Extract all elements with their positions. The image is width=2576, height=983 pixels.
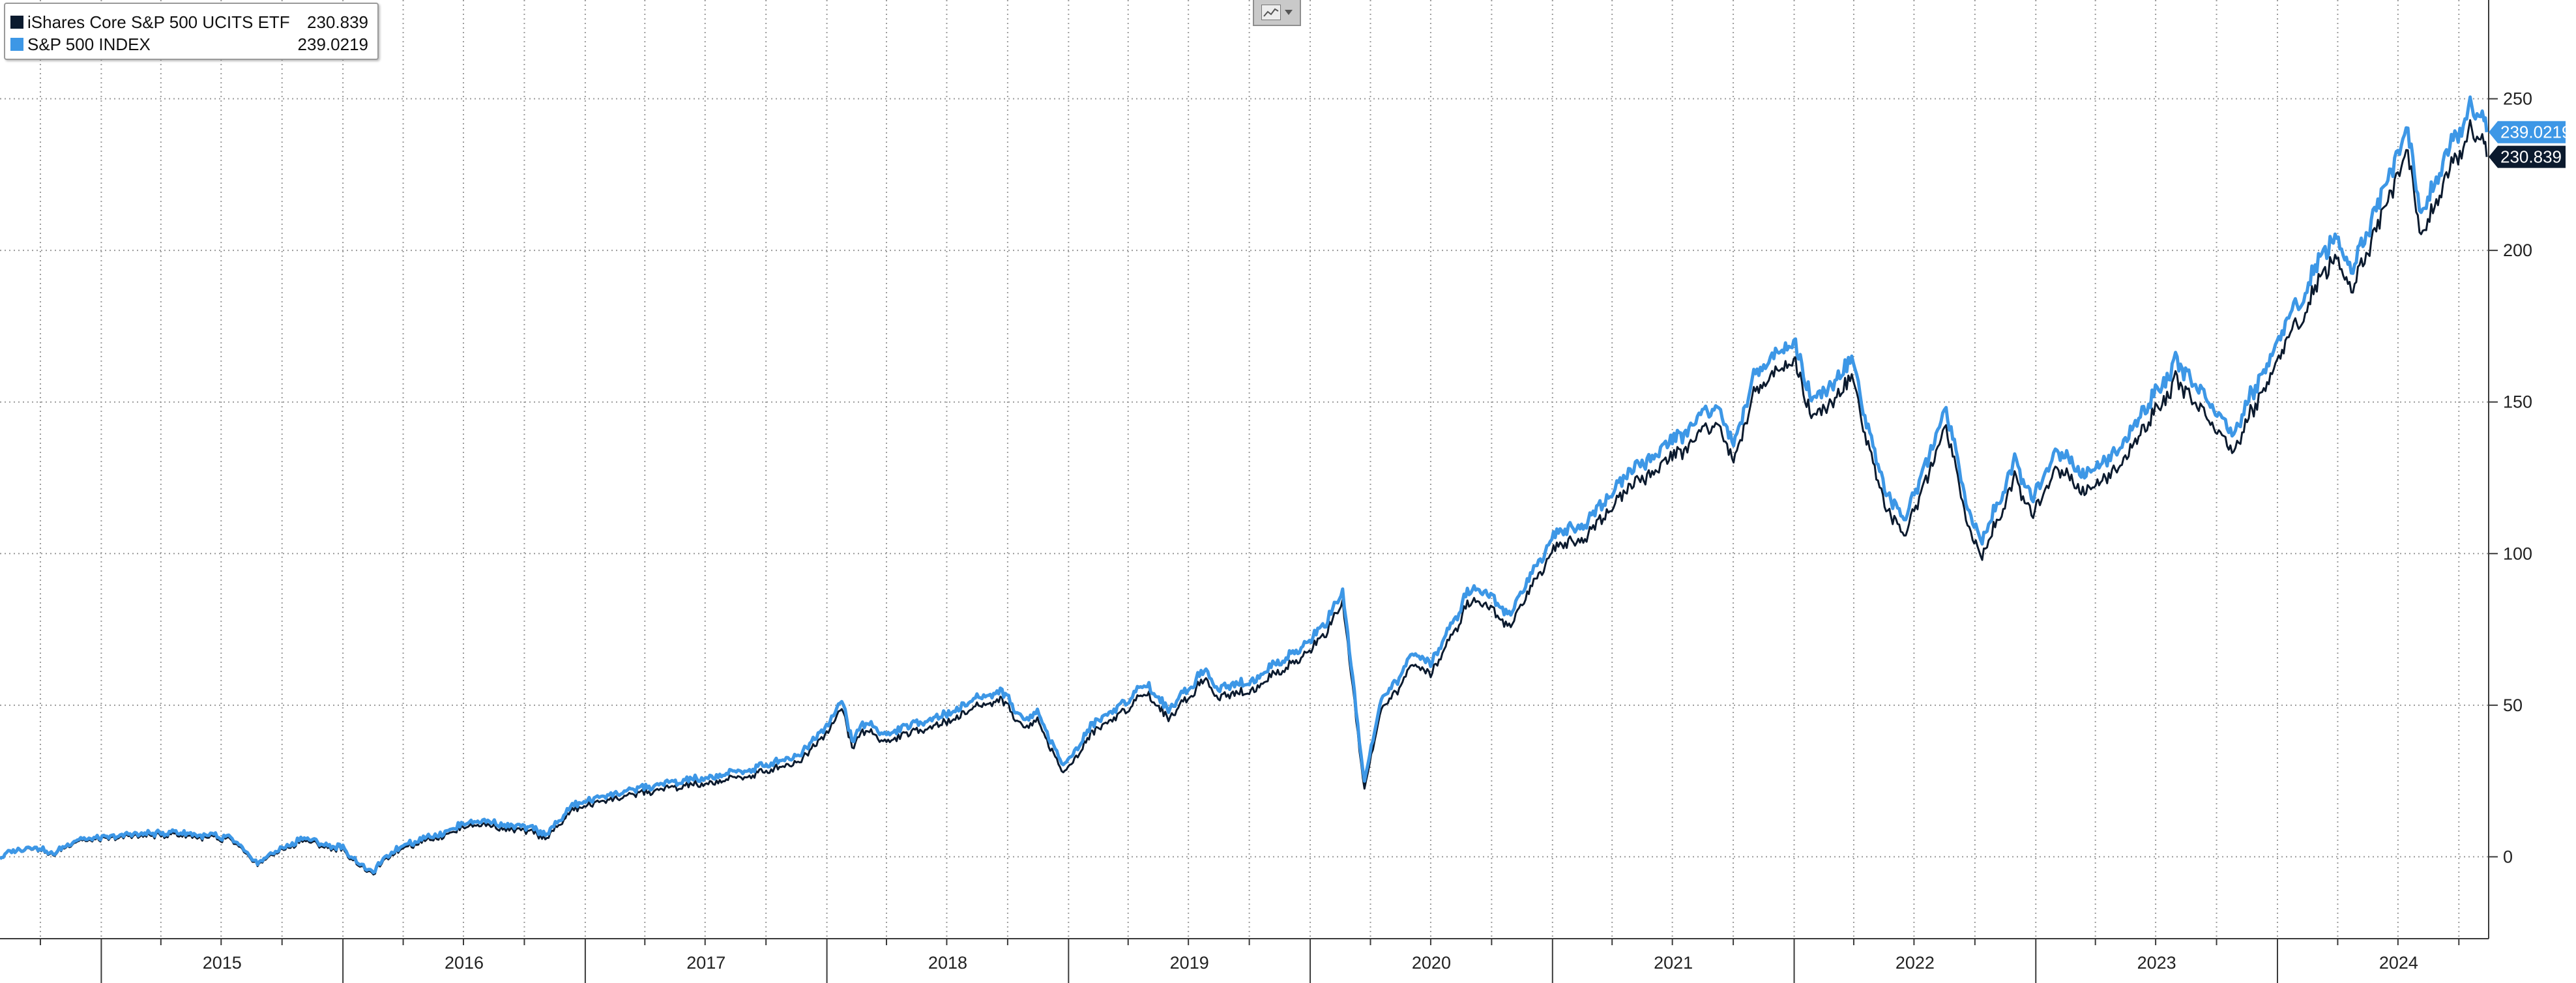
legend-swatch-index xyxy=(10,38,23,51)
y-axis-ticks: 0 50 100 150 200 250 xyxy=(2489,89,2532,866)
x-tick-label: 2015 xyxy=(203,953,242,973)
x-tick-label: 2016 xyxy=(445,953,484,973)
x-tick-label: 2023 xyxy=(2137,953,2176,973)
x-tick-label: 2019 xyxy=(1170,953,1209,973)
series-line-sp500-index xyxy=(0,95,2489,875)
x-tick-label: 2024 xyxy=(2379,953,2418,973)
line-chart-icon xyxy=(1261,5,1281,20)
y-tick-label: 0 xyxy=(2503,847,2513,866)
y-tick-label: 150 xyxy=(2503,392,2532,412)
x-tick-label: 2017 xyxy=(686,953,725,973)
legend-swatch-etf xyxy=(10,16,23,29)
horizontal-gridlines xyxy=(0,98,2489,858)
series-line-ishares-etf xyxy=(0,119,2488,876)
x-tick-label: 2020 xyxy=(1412,953,1451,973)
legend-value-index: 239.0219 xyxy=(297,34,368,54)
axes xyxy=(0,0,2489,939)
legend-label-etf: iShares Core S&P 500 UCITS ETF xyxy=(27,12,290,32)
chevron-down-icon xyxy=(1285,10,1293,15)
y-tick-label: 250 xyxy=(2503,89,2532,109)
y-tick-label: 200 xyxy=(2503,241,2532,260)
legend-label-index: S&P 500 INDEX xyxy=(27,34,151,54)
series-layer xyxy=(0,95,2489,876)
x-tick-label: 2021 xyxy=(1654,953,1693,973)
x-tick-label: 2022 xyxy=(1895,953,1935,973)
legend-item-index[interactable]: S&P 500 INDEX 239.0219 xyxy=(10,34,368,55)
legend[interactable]: iShares Core S&P 500 UCITS ETF 230.839 S… xyxy=(4,3,379,60)
x-axis-ticks: 2015 2016 2017 2018 2019 2020 2021 2022 2023 2024 xyxy=(39,939,2460,983)
y-tick-label: 100 xyxy=(2503,544,2532,563)
legend-item-etf[interactable]: iShares Core S&P 500 UCITS ETF 230.839 xyxy=(10,12,368,33)
chart-type-button[interactable] xyxy=(1253,0,1301,26)
last-value-tags: 239.0219 230.839 xyxy=(2489,121,2571,168)
x-tick-label: 2018 xyxy=(928,953,967,973)
y-tick-label: 50 xyxy=(2503,696,2523,715)
legend-value-etf: 230.839 xyxy=(307,12,368,32)
last-value-label-index: 239.0219 xyxy=(2500,123,2571,142)
last-value-label-etf: 230.839 xyxy=(2500,147,2562,167)
last-value-tag-index xyxy=(2489,121,2566,143)
last-value-tag-etf xyxy=(2489,145,2566,168)
